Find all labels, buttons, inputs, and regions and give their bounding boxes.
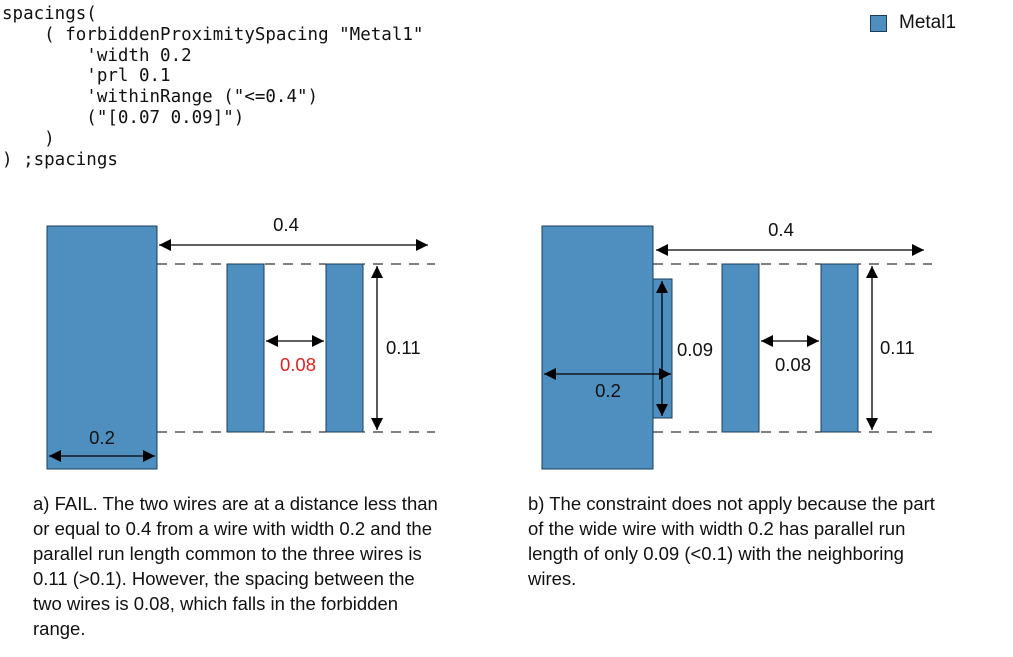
code-line: 'withinRange ("<=0.4") [2, 87, 319, 108]
code-line: 'prl 0.1 [2, 66, 171, 87]
wide-wire [46, 225, 158, 470]
spacing-label: 0.08 [775, 354, 811, 375]
caption-line: parallel run length common to the three … [33, 543, 422, 564]
legend: Metal1 [870, 12, 956, 34]
wide-wire [541, 225, 654, 470]
metal1-legend-swatch [870, 14, 887, 32]
caption-line: two wires is 0.08, which falls in the fo… [33, 593, 399, 614]
narrow-wire-1 [226, 263, 265, 433]
code-line: ) [2, 128, 55, 149]
diagram-b: 0.4 0.2 0.09 0.08 0.11 [541, 219, 932, 470]
prl-label: 0.11 [880, 337, 915, 358]
narrow-wire-2 [820, 263, 859, 433]
code-line: spacings( [2, 4, 97, 24]
width-label: 0.2 [89, 427, 115, 448]
code-line: ("[0.07 0.09]") [2, 107, 245, 128]
range-label: 0.4 [768, 219, 794, 240]
width-label: 0.2 [595, 380, 621, 401]
range-label: 0.4 [273, 214, 299, 235]
spacing-label: 0.08 [280, 354, 316, 375]
caption-b: b) The constraint does not apply because… [528, 491, 935, 591]
code-line: ) ;spacings [2, 149, 118, 170]
narrow-wire-2 [325, 263, 364, 433]
diagram-a: 0.4 0.2 0.08 0.11 [46, 214, 435, 470]
legend-label: Metal1 [899, 12, 957, 33]
caption-line: 0.11 (>0.1). However, the spacing betwee… [33, 568, 415, 589]
constraint-code-block: spacings( ( forbiddenProximitySpacing "M… [2, 4, 423, 170]
caption-line: or equal to 0.4 from a wire with width 0… [33, 518, 432, 539]
caption-line: b) The constraint does not apply because… [528, 493, 935, 514]
caption-line: length of only 0.09 (<0.1) with the neig… [528, 543, 904, 564]
caption-line: a) FAIL. The two wires are at a distance… [33, 493, 438, 514]
caption-line: of the wide wire with width 0.2 has para… [528, 518, 906, 539]
code-line: ( forbiddenProximitySpacing "Metal1" [2, 24, 424, 45]
caption-line: range. [33, 618, 86, 639]
narrow-wire-1 [721, 263, 760, 433]
caption-line: wires. [528, 568, 577, 589]
prl-label: 0.11 [386, 337, 421, 358]
stub-length-label: 0.09 [677, 339, 713, 360]
caption-a: a) FAIL. The two wires are at a distance… [33, 491, 438, 641]
code-line: 'width 0.2 [2, 45, 192, 66]
